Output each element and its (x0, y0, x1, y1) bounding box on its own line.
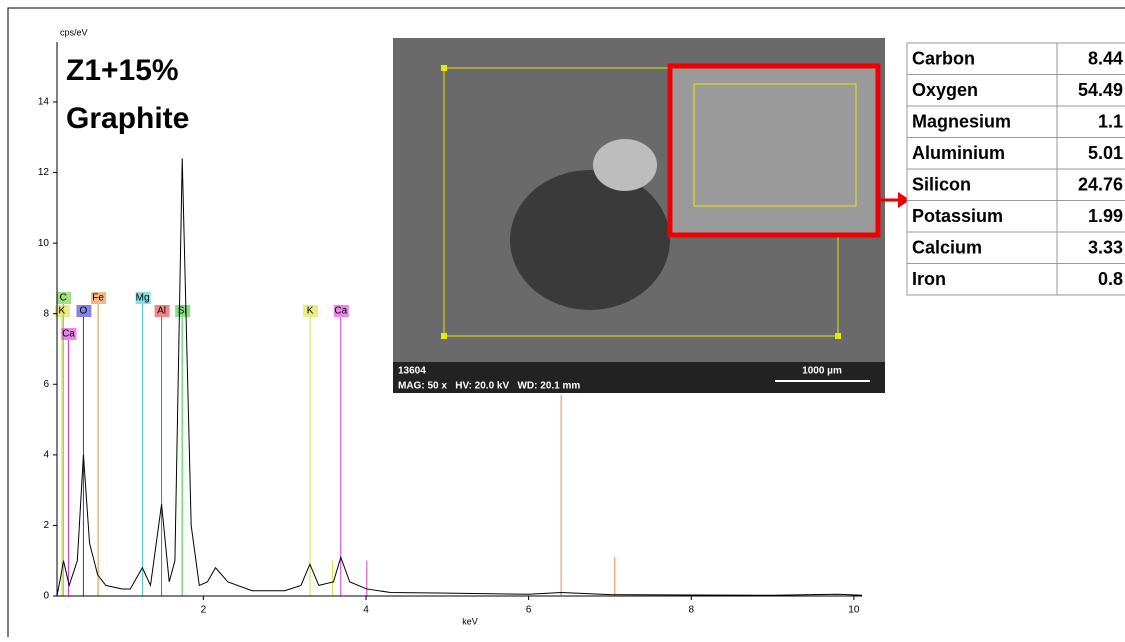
element-label: Ca (62, 329, 75, 340)
element-value: 1.1 (1098, 112, 1123, 132)
element-name: Silicon (912, 175, 971, 195)
element-value: 1.99 (1088, 206, 1123, 226)
sem-feature (510, 170, 670, 310)
element-value: 5.01 (1088, 143, 1123, 163)
element-label: K (307, 306, 314, 317)
x-tick-label: 8 (688, 605, 694, 616)
x-tick-label: 10 (848, 605, 860, 616)
y-tick-label: 6 (43, 379, 49, 390)
x-tick-label: 4 (363, 605, 369, 616)
element-value: 8.44 (1088, 49, 1123, 69)
x-tick-label: 2 (201, 605, 207, 616)
element-label: Fe (92, 293, 104, 304)
heading: Z1+15% (66, 54, 179, 87)
y-tick-label: 0 (43, 591, 49, 602)
sem-scale: 1000 µm (802, 366, 842, 377)
roi-handle (441, 333, 447, 339)
element-value: 24.76 (1078, 175, 1123, 195)
sem-info: MAG: 50 x HV: 20.0 kV WD: 20.1 mm (398, 381, 580, 392)
element-label: C (60, 293, 67, 304)
element-value: 54.49 (1078, 80, 1123, 100)
y-tick-label: 10 (38, 238, 50, 249)
element-label: Mg (136, 293, 150, 304)
element-name: Oxygen (912, 80, 978, 100)
y-axis-label: cps/eV (60, 27, 88, 37)
element-name: Iron (912, 269, 946, 289)
x-tick-label: 6 (526, 605, 532, 616)
element-value: 0.8 (1098, 269, 1123, 289)
chart: Z1+15% Graphite cps/eV keV CKOFeMgAlSiKC… (0, 0, 1125, 637)
element-label: Al (157, 306, 166, 317)
page: Z1+15% Graphite cps/eV keV CKOFeMgAlSiKC… (0, 0, 1125, 637)
element-label: O (80, 306, 88, 317)
y-tick-label: 12 (38, 167, 50, 178)
element-label: Ca (334, 306, 347, 317)
inset-image (670, 66, 878, 235)
element-name: Potassium (912, 206, 1003, 226)
element-value: 3.33 (1088, 238, 1123, 258)
element-label: K (59, 306, 66, 317)
sem-feature (593, 139, 657, 191)
y-tick-label: 4 (43, 449, 49, 460)
y-tick-label: 14 (38, 97, 50, 108)
roi-handle (441, 65, 447, 71)
element-name: Carbon (912, 49, 975, 69)
x-axis-label: keV (462, 616, 478, 626)
element-name: Aluminium (912, 143, 1005, 163)
y-tick-label: 8 (43, 308, 49, 319)
element-name: Calcium (912, 238, 982, 258)
heading: Graphite (66, 102, 189, 135)
y-tick-label: 2 (43, 520, 49, 531)
element-name: Magnesium (912, 112, 1011, 132)
roi-handle (835, 333, 841, 339)
sem-id: 13604 (398, 366, 426, 377)
